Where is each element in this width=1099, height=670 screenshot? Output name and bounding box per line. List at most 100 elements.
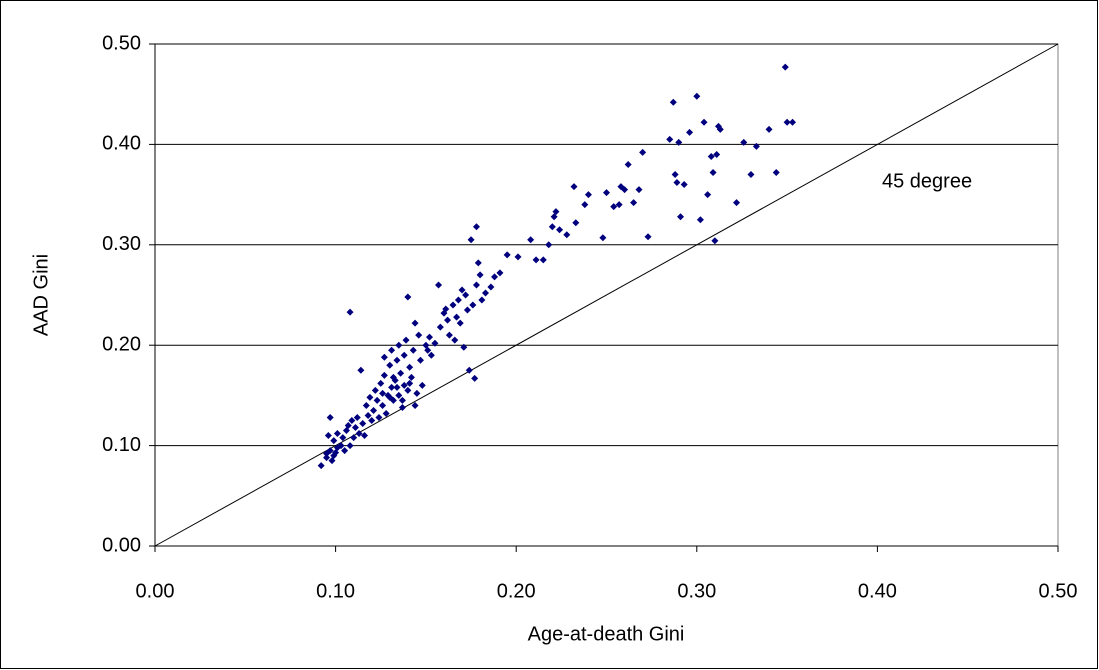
point [711, 237, 719, 245]
point [375, 413, 383, 421]
point [400, 381, 408, 389]
point [704, 191, 712, 199]
point [487, 283, 495, 291]
point [386, 393, 394, 401]
point [323, 454, 331, 462]
point [716, 125, 724, 133]
point [362, 401, 370, 409]
point [380, 371, 388, 379]
point [496, 269, 504, 277]
point [404, 293, 412, 301]
point [615, 201, 623, 209]
point [680, 181, 688, 189]
point [709, 169, 717, 177]
point [406, 379, 414, 387]
point [539, 256, 547, 264]
point [563, 231, 571, 239]
point [359, 420, 367, 428]
point [431, 339, 439, 347]
point [368, 417, 376, 424]
point [677, 213, 685, 221]
y-axis-label: AAD Gini [30, 254, 52, 336]
point [635, 186, 643, 194]
point [324, 432, 332, 440]
point [382, 409, 390, 417]
y-tick-label: 0.20 [102, 333, 141, 355]
point [339, 434, 347, 442]
point [693, 92, 701, 100]
point [469, 301, 477, 309]
point [471, 374, 479, 382]
point [418, 381, 426, 389]
point [472, 281, 480, 289]
x-tick-label: 0.50 [1039, 580, 1078, 602]
point [527, 236, 535, 244]
point [436, 323, 444, 331]
point [344, 422, 352, 430]
point [472, 223, 480, 231]
point [333, 430, 341, 438]
point [427, 351, 435, 359]
point [713, 150, 721, 158]
point [781, 63, 789, 71]
point [355, 430, 363, 438]
reference-line [154, 43, 1059, 547]
point [514, 253, 522, 261]
point [696, 216, 704, 224]
point [481, 289, 489, 297]
point [671, 171, 679, 179]
point [341, 447, 349, 455]
point [454, 296, 462, 304]
point [545, 241, 553, 249]
point [747, 171, 755, 179]
point [415, 331, 423, 339]
point [733, 199, 741, 207]
point [398, 403, 406, 411]
point [624, 160, 632, 168]
point [556, 226, 564, 234]
point [373, 396, 381, 404]
point [765, 125, 773, 133]
point [351, 424, 359, 432]
point [389, 373, 397, 381]
point [379, 389, 387, 397]
point [395, 391, 403, 399]
point [346, 442, 354, 450]
annotation: 45 degree [882, 170, 972, 192]
x-tick-label: 0.10 [316, 580, 355, 602]
point [393, 356, 401, 364]
point [603, 189, 610, 197]
x-tick-label: 0.30 [677, 580, 716, 602]
point [503, 251, 511, 259]
point [346, 308, 354, 316]
point [388, 346, 396, 354]
point [377, 379, 385, 387]
point [326, 413, 334, 421]
point [570, 183, 578, 191]
point [371, 386, 379, 394]
point [456, 319, 464, 327]
point [707, 152, 715, 160]
point [584, 191, 592, 199]
point [388, 383, 396, 391]
point [424, 346, 432, 354]
point [442, 305, 450, 313]
y-tick-label: 0.50 [102, 32, 141, 54]
point [476, 271, 484, 279]
x-tick-label: 0.20 [497, 580, 536, 602]
point [451, 336, 459, 344]
point [393, 383, 401, 391]
point [400, 351, 408, 359]
y-tick-label: 0.10 [102, 434, 141, 456]
point [348, 417, 356, 424]
point [350, 434, 358, 442]
point [666, 135, 674, 143]
point [474, 259, 482, 267]
point [404, 386, 412, 394]
point [460, 343, 468, 351]
point [789, 118, 797, 126]
point [337, 442, 345, 450]
point [453, 313, 461, 321]
point [407, 373, 415, 381]
